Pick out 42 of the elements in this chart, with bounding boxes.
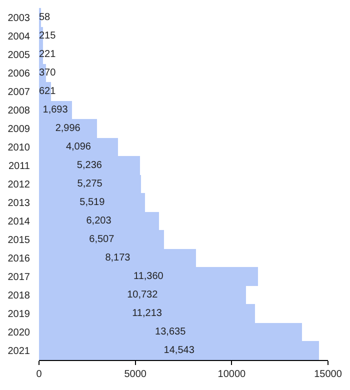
- data-label: 1,693: [42, 104, 68, 116]
- y-tick-label: 2007: [8, 86, 30, 98]
- x-tick-label: 0: [36, 369, 42, 380]
- y-tick-label: 2013: [8, 198, 30, 210]
- data-label: 11,360: [134, 271, 164, 282]
- y-tick-label: 2006: [8, 68, 30, 80]
- data-label: 5,519: [80, 197, 106, 208]
- data-label: 58: [39, 12, 51, 23]
- data-label: 11,213: [132, 308, 162, 320]
- data-label: 5,236: [76, 160, 102, 171]
- data-label: 14,543: [164, 345, 195, 356]
- y-tick-label: 2012: [8, 180, 30, 190]
- x-tick-label: 5000: [124, 369, 147, 380]
- x-tick-label: 15000: [314, 369, 342, 380]
- y-tick-label: 2005: [8, 50, 30, 61]
- data-label: 370: [39, 67, 56, 78]
- y-tick-label: 2011: [8, 160, 30, 172]
- data-label: 621: [39, 86, 56, 97]
- data-label: 6,203: [86, 216, 112, 227]
- data-label: 6,507: [89, 234, 115, 246]
- data-label: 4,096: [66, 141, 92, 152]
- y-tick-label: 2010: [8, 142, 30, 154]
- y-tick-label: 2019: [8, 309, 30, 320]
- data-label: 2,996: [55, 122, 81, 134]
- data-label: 13,635: [155, 326, 186, 338]
- data-label: 5,275: [77, 178, 103, 190]
- y-tick-label: 2004: [8, 31, 30, 42]
- data-label: 215: [39, 30, 56, 42]
- y-tick-label: 2015: [8, 235, 30, 246]
- y-tick-label: 2020: [8, 328, 30, 339]
- y-tick-label: 2017: [8, 272, 30, 284]
- y-tick-label: 2018: [8, 290, 30, 302]
- y-tick-label: 2003: [8, 12, 30, 24]
- y-tick-label: 2016: [8, 254, 30, 265]
- data-label: 10,732: [127, 290, 158, 301]
- y-tick-label: 2008: [8, 105, 30, 116]
- y-tick-label: 2021: [8, 346, 30, 358]
- x-tick-label: 10000: [218, 369, 246, 380]
- data-label: 8,173: [105, 252, 131, 264]
- data-label: 221: [39, 48, 56, 60]
- y-tick-label: 2014: [8, 216, 30, 228]
- y-tick-label: 2009: [8, 124, 30, 135]
